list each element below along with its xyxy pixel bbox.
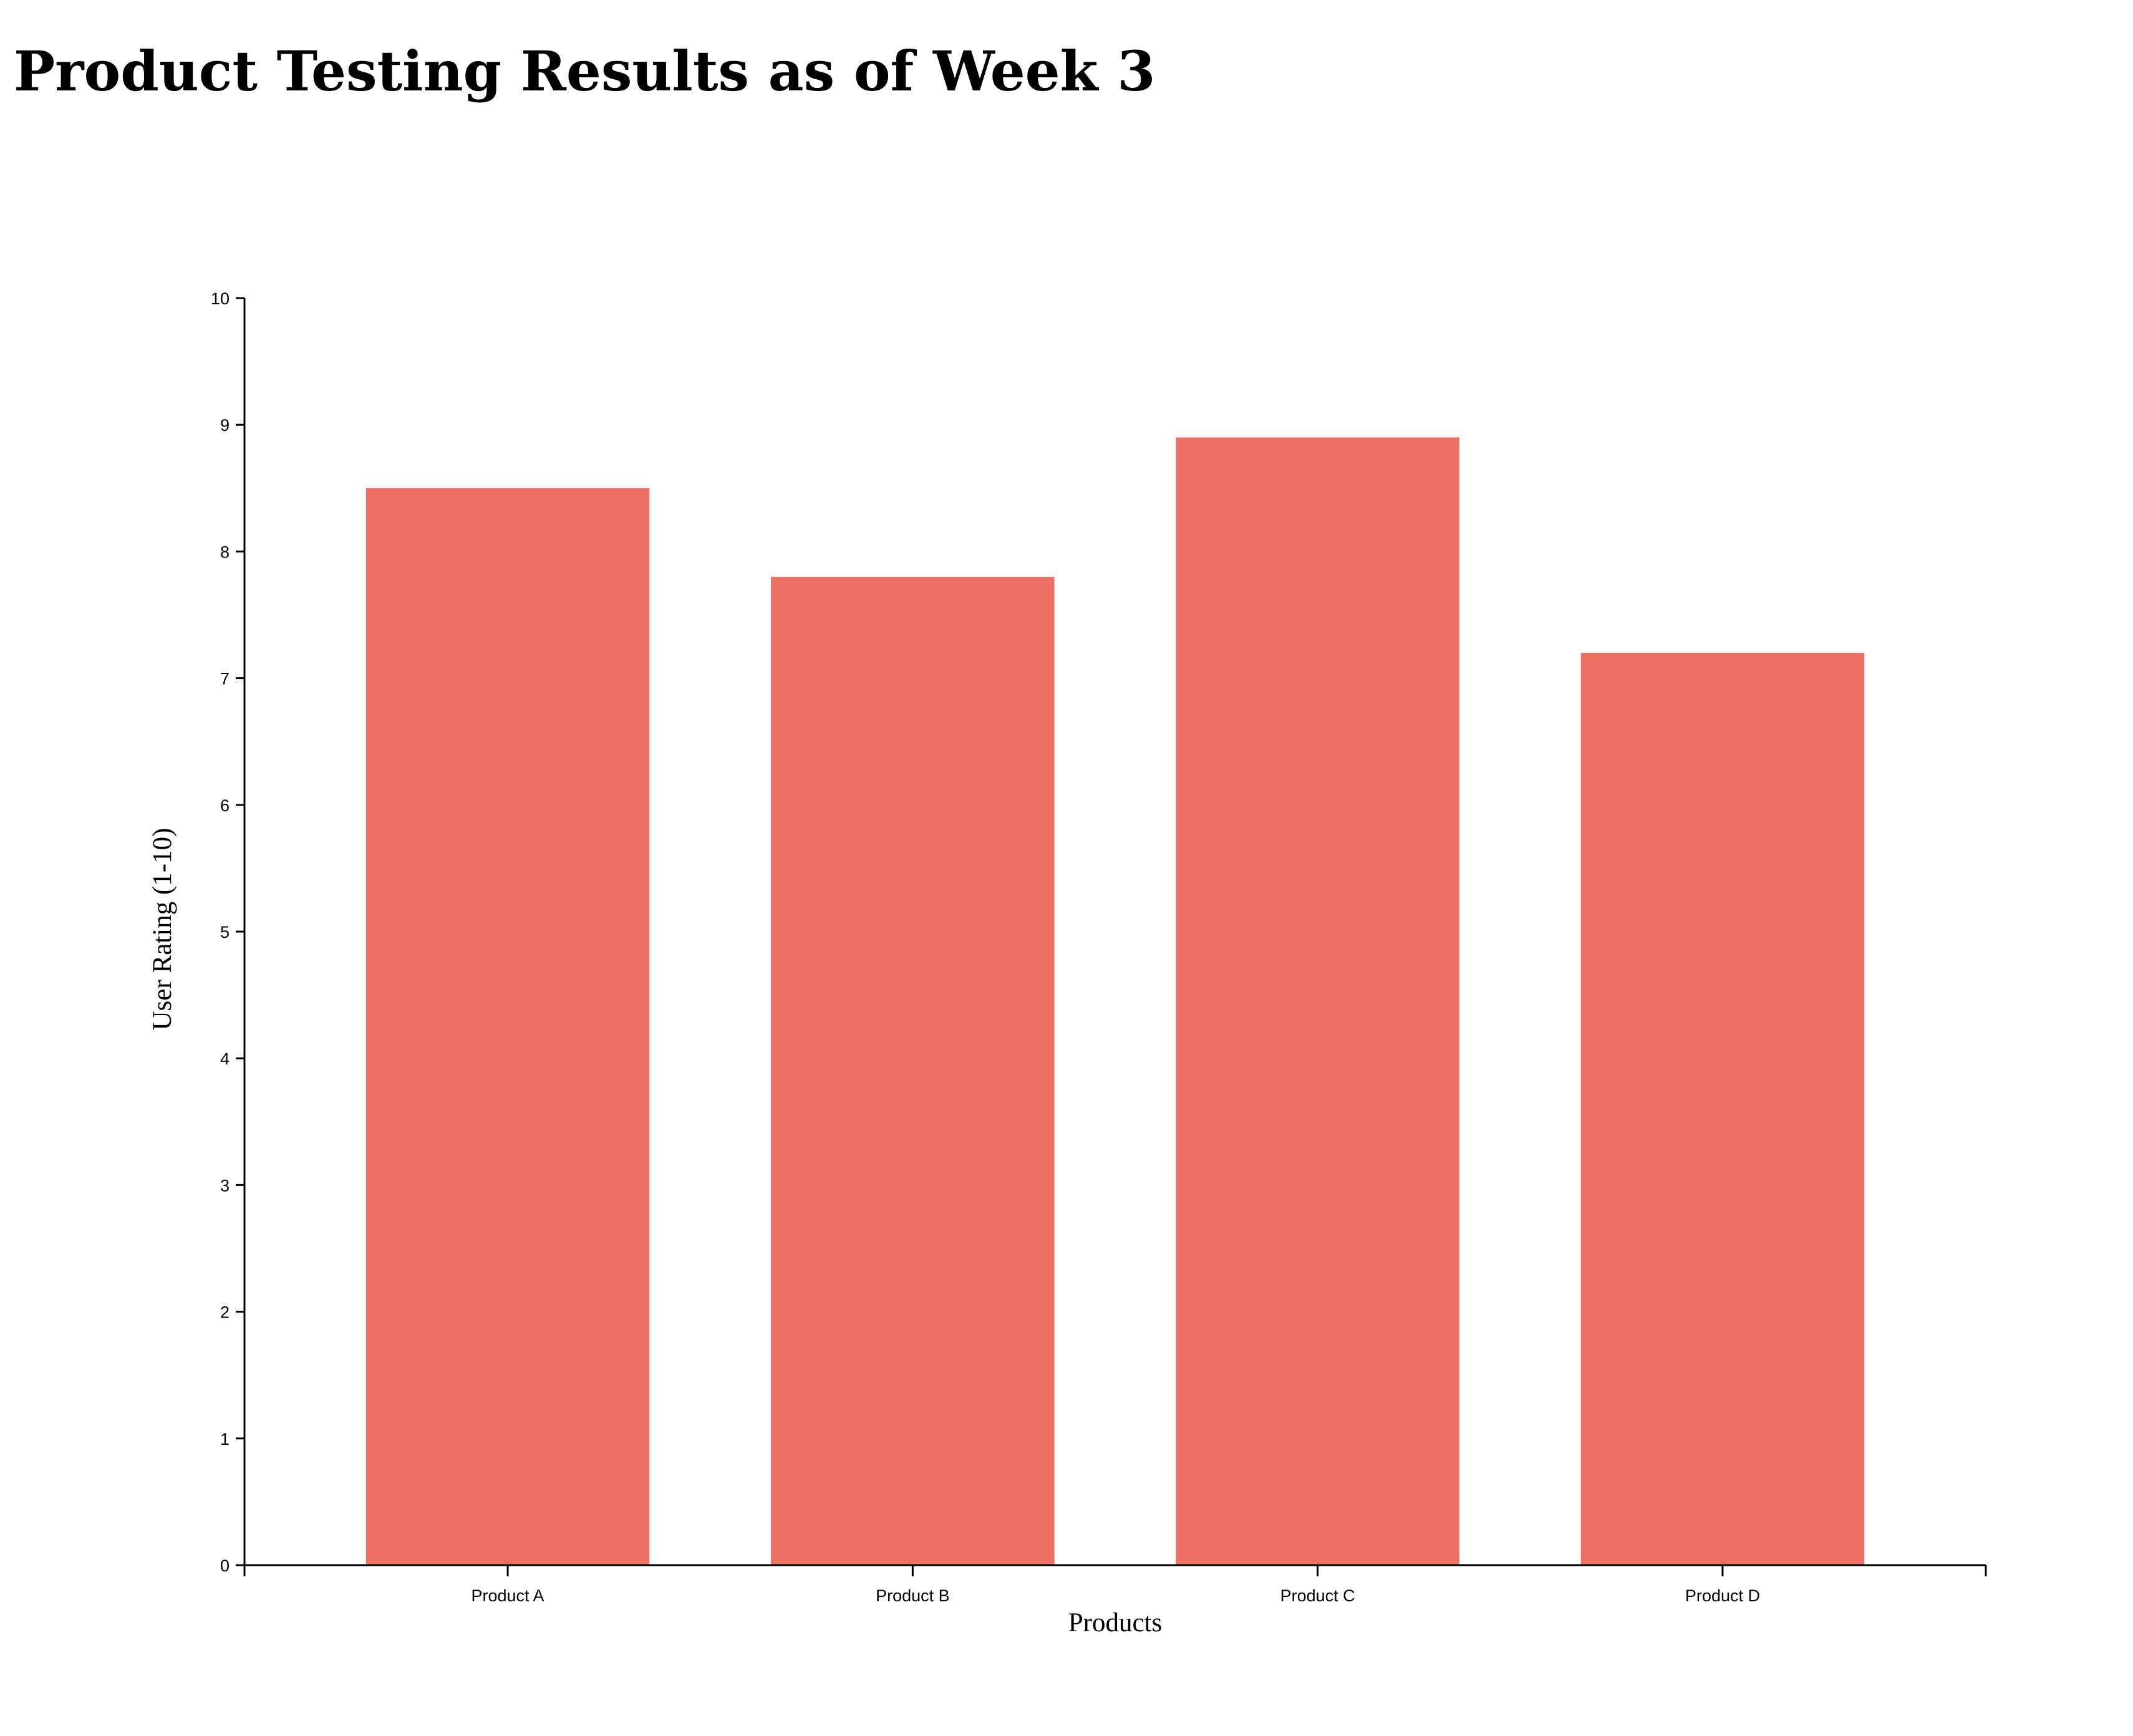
x-axis: Product A Product B Product C Product D <box>243 1564 1987 1605</box>
y-tick-label: 5 <box>220 923 230 942</box>
x-tick-label: Product D <box>1685 1586 1760 1605</box>
x-axis-title: Products <box>1068 1608 1163 1637</box>
bars-group <box>365 437 1865 1565</box>
x-tick-label: Product C <box>1280 1586 1355 1605</box>
y-tick-label: 10 <box>211 289 230 308</box>
y-tick-label: 9 <box>220 416 230 435</box>
y-tick-label: 0 <box>220 1556 230 1575</box>
y-tick-label: 6 <box>220 796 230 815</box>
bar-product-a <box>365 488 650 1565</box>
y-axis: 0 1 2 3 4 5 6 7 8 9 10 <box>211 289 246 1575</box>
x-tick-label: Product A <box>472 1586 544 1605</box>
y-tick-label: 1 <box>220 1430 230 1449</box>
y-tick-label: 2 <box>220 1303 230 1322</box>
x-tick-label: Product B <box>876 1586 950 1605</box>
bar-product-b <box>771 577 1055 1565</box>
bar-product-d <box>1580 652 1865 1565</box>
bar-product-c <box>1176 437 1459 1565</box>
page-title: Product Testing Results as of Week 3 <box>14 39 1156 104</box>
y-tick-label: 8 <box>220 542 230 561</box>
y-tick-label: 4 <box>220 1049 230 1068</box>
y-tick-label: 7 <box>220 670 230 688</box>
y-tick-label: 3 <box>220 1176 230 1195</box>
y-axis-title: User Rating (1-10) <box>148 828 177 1031</box>
